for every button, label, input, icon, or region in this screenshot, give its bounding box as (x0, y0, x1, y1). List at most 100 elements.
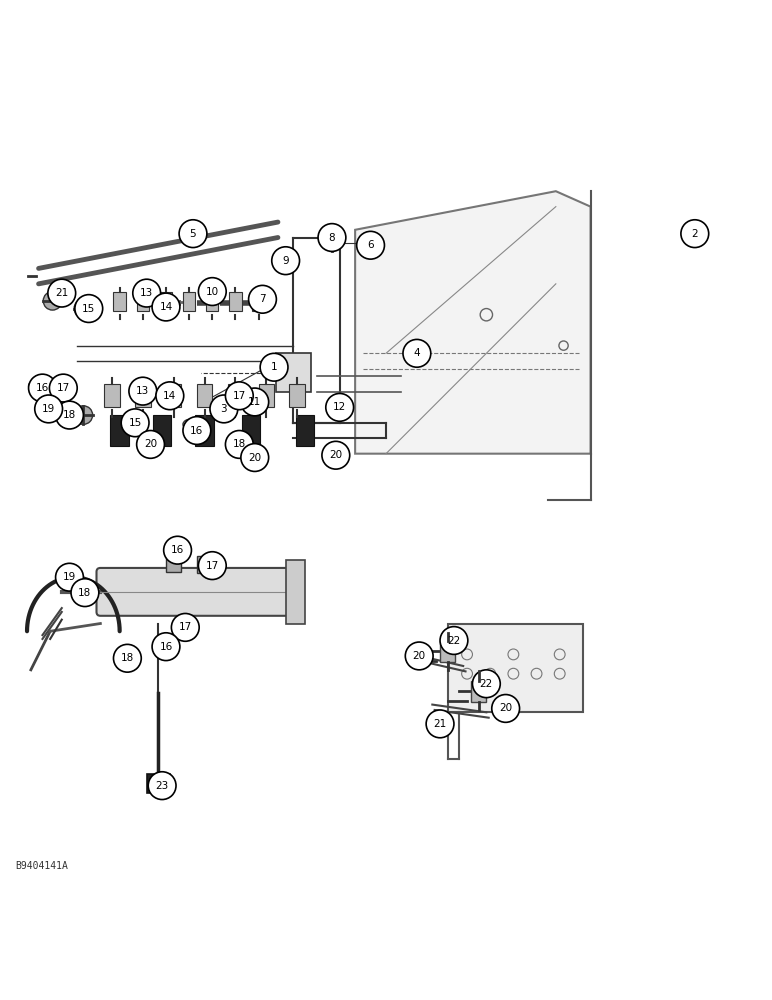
Circle shape (249, 285, 276, 313)
Ellipse shape (183, 419, 200, 430)
Ellipse shape (51, 380, 65, 389)
Circle shape (198, 278, 226, 305)
Ellipse shape (29, 380, 46, 391)
Text: 20: 20 (329, 450, 343, 460)
Text: 2: 2 (692, 229, 698, 239)
Circle shape (75, 295, 103, 322)
Text: 10: 10 (205, 287, 219, 297)
Text: 14: 14 (163, 391, 177, 401)
Circle shape (35, 395, 63, 423)
Text: 8: 8 (329, 233, 335, 243)
Text: 6: 6 (367, 240, 374, 250)
Text: 19: 19 (42, 404, 56, 414)
Text: 15: 15 (82, 304, 96, 314)
Circle shape (179, 220, 207, 248)
Circle shape (43, 292, 62, 310)
Text: 16: 16 (190, 426, 204, 436)
FancyBboxPatch shape (206, 292, 218, 311)
FancyBboxPatch shape (296, 415, 314, 446)
Circle shape (403, 339, 431, 367)
FancyBboxPatch shape (166, 384, 181, 407)
Circle shape (472, 670, 500, 698)
Circle shape (241, 388, 269, 416)
FancyBboxPatch shape (147, 774, 170, 793)
Text: 17: 17 (178, 622, 192, 632)
Text: 7: 7 (259, 294, 266, 304)
Ellipse shape (232, 385, 246, 394)
FancyBboxPatch shape (228, 384, 243, 407)
Text: 18: 18 (232, 439, 246, 449)
FancyBboxPatch shape (440, 641, 455, 662)
Circle shape (440, 627, 468, 654)
Circle shape (322, 441, 350, 469)
Circle shape (426, 710, 454, 738)
Text: 17: 17 (56, 383, 70, 393)
Text: 11: 11 (248, 397, 262, 407)
Text: 22: 22 (479, 679, 493, 689)
Circle shape (164, 536, 191, 564)
Circle shape (405, 642, 433, 670)
Text: 21: 21 (55, 288, 69, 298)
Text: 22: 22 (447, 636, 461, 646)
FancyBboxPatch shape (96, 568, 290, 616)
Text: 23: 23 (155, 781, 169, 791)
Text: 20: 20 (248, 453, 262, 463)
FancyBboxPatch shape (113, 292, 126, 311)
Circle shape (137, 431, 164, 458)
Text: 3: 3 (221, 404, 227, 414)
FancyBboxPatch shape (252, 292, 265, 311)
FancyBboxPatch shape (135, 384, 151, 407)
Circle shape (148, 772, 176, 800)
Text: 20: 20 (412, 651, 426, 661)
Text: 16: 16 (159, 642, 173, 652)
Circle shape (113, 644, 141, 672)
Circle shape (681, 220, 709, 248)
FancyBboxPatch shape (259, 384, 274, 407)
Text: 5: 5 (190, 229, 196, 239)
Text: 13: 13 (140, 288, 154, 298)
FancyBboxPatch shape (160, 292, 172, 311)
Circle shape (133, 279, 161, 307)
Text: 20: 20 (499, 703, 513, 713)
Circle shape (241, 444, 269, 471)
Text: 4: 4 (414, 348, 420, 358)
Circle shape (357, 231, 384, 259)
FancyBboxPatch shape (290, 384, 305, 407)
Circle shape (225, 431, 253, 458)
Circle shape (272, 247, 300, 275)
FancyBboxPatch shape (197, 556, 211, 573)
Circle shape (225, 382, 253, 410)
Polygon shape (355, 191, 591, 454)
Circle shape (121, 409, 149, 437)
Text: 17: 17 (232, 391, 246, 401)
Circle shape (210, 395, 238, 423)
Circle shape (326, 393, 354, 421)
Circle shape (198, 552, 226, 580)
FancyBboxPatch shape (137, 292, 149, 311)
FancyBboxPatch shape (153, 415, 171, 446)
Circle shape (74, 406, 93, 424)
Text: 19: 19 (63, 572, 76, 582)
FancyBboxPatch shape (229, 292, 242, 311)
Text: 16: 16 (171, 545, 185, 555)
Text: 20: 20 (144, 439, 157, 449)
FancyBboxPatch shape (448, 624, 583, 712)
FancyBboxPatch shape (197, 384, 212, 407)
FancyBboxPatch shape (110, 415, 129, 446)
Text: 15: 15 (128, 418, 142, 428)
FancyBboxPatch shape (286, 560, 305, 624)
Circle shape (48, 279, 76, 307)
FancyBboxPatch shape (183, 292, 195, 311)
FancyBboxPatch shape (276, 353, 310, 392)
Text: 16: 16 (36, 383, 49, 393)
Circle shape (229, 391, 242, 404)
Circle shape (74, 299, 93, 318)
FancyBboxPatch shape (104, 384, 120, 407)
Circle shape (152, 293, 180, 321)
Circle shape (56, 563, 83, 591)
Text: 14: 14 (159, 302, 173, 312)
Circle shape (71, 579, 99, 607)
Circle shape (129, 377, 157, 405)
Text: 12: 12 (333, 402, 347, 412)
Circle shape (156, 382, 184, 410)
